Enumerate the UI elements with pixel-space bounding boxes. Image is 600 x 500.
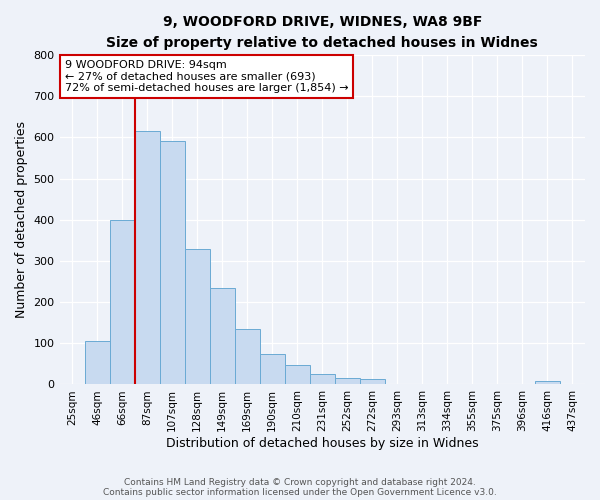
Text: Contains public sector information licensed under the Open Government Licence v3: Contains public sector information licen… [103, 488, 497, 497]
Bar [260, 354, 285, 384]
Bar [335, 378, 360, 384]
Bar [160, 142, 185, 384]
Y-axis label: Number of detached properties: Number of detached properties [15, 121, 28, 318]
X-axis label: Distribution of detached houses by size in Widnes: Distribution of detached houses by size … [166, 437, 479, 450]
Bar [110, 220, 134, 384]
Bar [209, 288, 235, 384]
Bar [85, 341, 110, 384]
Bar [235, 329, 260, 384]
Bar [285, 364, 310, 384]
Text: Contains HM Land Registry data © Crown copyright and database right 2024.: Contains HM Land Registry data © Crown c… [124, 478, 476, 487]
Bar [360, 379, 385, 384]
Text: 9 WOODFORD DRIVE: 94sqm
← 27% of detached houses are smaller (693)
72% of semi-d: 9 WOODFORD DRIVE: 94sqm ← 27% of detache… [65, 60, 349, 93]
Title: 9, WOODFORD DRIVE, WIDNES, WA8 9BF
Size of property relative to detached houses : 9, WOODFORD DRIVE, WIDNES, WA8 9BF Size … [106, 15, 538, 50]
Bar [185, 248, 209, 384]
Bar [310, 374, 335, 384]
Bar [535, 381, 560, 384]
Bar [134, 131, 160, 384]
